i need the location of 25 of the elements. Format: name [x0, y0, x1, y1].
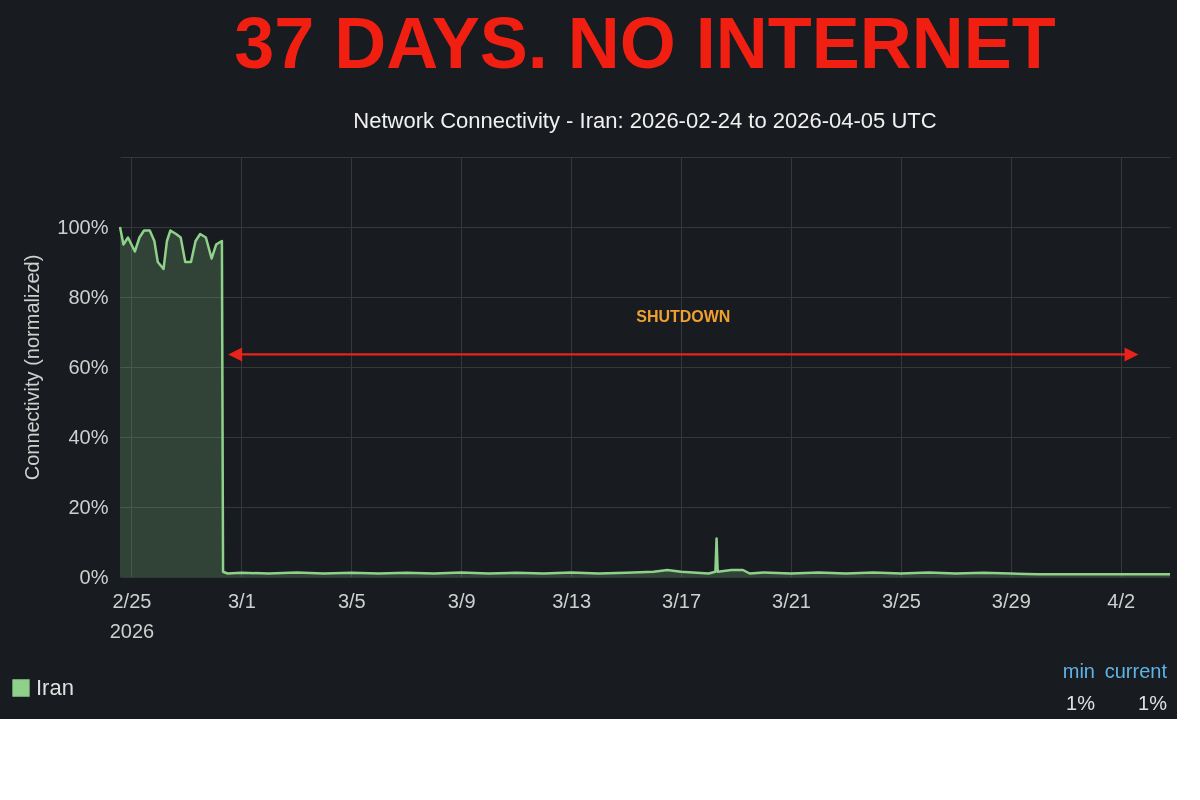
text: min: [1062, 660, 1095, 682]
x-tick-label: 2/25 2026: [109, 589, 155, 642]
x-tick-label: 3/13: [552, 589, 592, 612]
x-tick-label: 4/2: [1107, 589, 1136, 612]
annotation: SHUTDOWN: [636, 307, 731, 325]
y-tick-label: 40%: [68, 425, 109, 448]
y-axis-title: Connectivity (normalized): [21, 254, 44, 481]
x-tick-label: 3/29: [991, 589, 1031, 612]
text: 1%: [1066, 692, 1096, 714]
y-tick-label: 80%: [68, 285, 109, 308]
x-tick-label: 3/1: [227, 589, 256, 612]
text: 1%: [1138, 692, 1168, 714]
text: current: [1104, 660, 1168, 682]
chart-title: 37 DAYS. NO INTERNET: [234, 3, 1056, 83]
chart-subtitle: Network Connectivity - Iran: 2026-02-24 to 2026-04-05 UTC: [353, 108, 937, 133]
x-tick-label: 3/5: [337, 589, 366, 612]
y-tick-label: 60%: [68, 355, 109, 378]
y-tick-label: 100%: [57, 215, 109, 238]
x-tick-label: 3/17: [662, 589, 702, 612]
legend-label: Iran: [36, 675, 74, 700]
y-tick-label: 20%: [68, 495, 109, 518]
y-tick-label: 0%: [79, 565, 109, 588]
x-tick-label: 3/9: [447, 589, 476, 612]
x-tick-label: 3/21: [772, 589, 811, 612]
x-tick-label: 3/25: [881, 589, 921, 612]
